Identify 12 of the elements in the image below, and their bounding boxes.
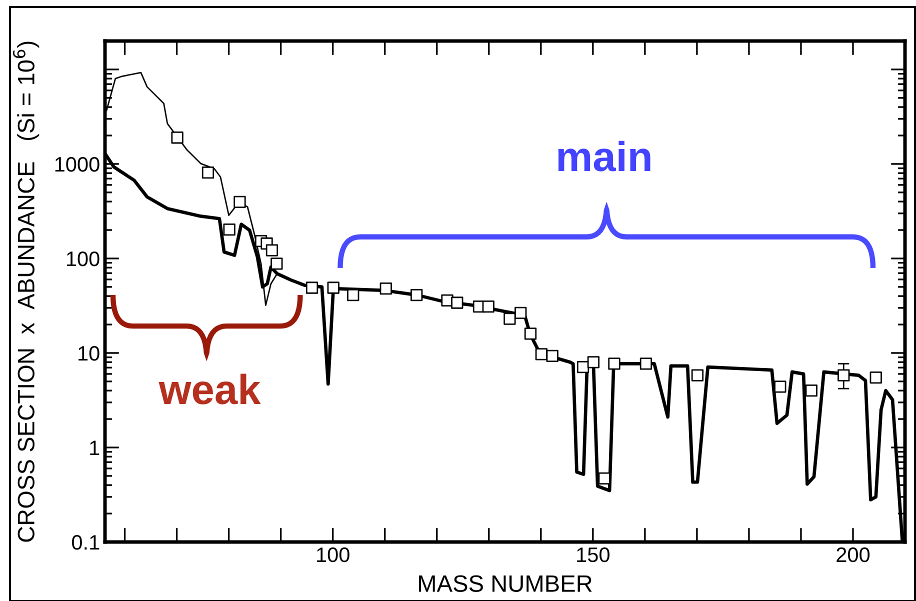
y-tick-label: 0.1 (72, 535, 100, 550)
x-tick-label: 200 (836, 547, 870, 562)
y-tick-label: 1 (90, 440, 100, 456)
x-tick-label: 100 (317, 547, 350, 562)
y-axis-title: CROSS SECTION x ABUNDANCE (Si = 10$^{6}$) (12, 42, 40, 542)
y-tick-label: 100 (66, 251, 100, 266)
y-tick-label: 1000 (55, 156, 100, 172)
x-axis-title: MASS NUMBER (419, 575, 592, 592)
x-tick-label: 150 (577, 547, 610, 562)
annotation: weak (158, 374, 261, 404)
y-tick-label: 10 (78, 346, 100, 361)
annotation: main (558, 140, 650, 172)
